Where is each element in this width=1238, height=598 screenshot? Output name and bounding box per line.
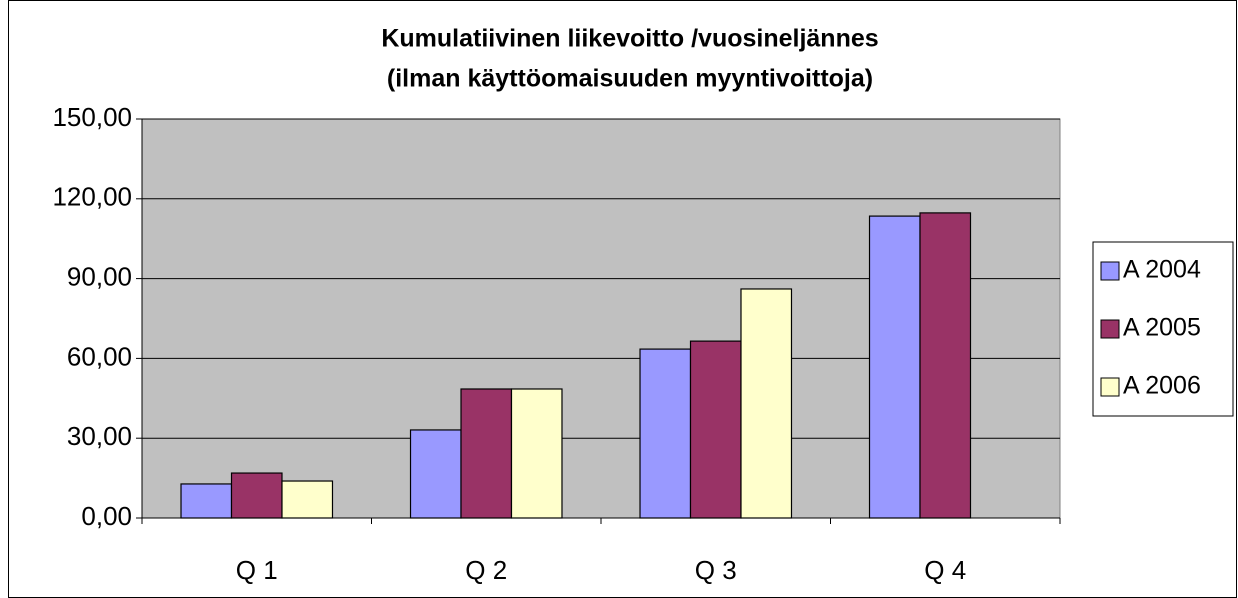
y-tick-label: 150,00 <box>52 102 132 132</box>
bar <box>639 348 692 519</box>
bar <box>281 480 334 519</box>
y-tick-label: 0,00 <box>81 501 132 531</box>
bar <box>409 429 462 519</box>
chart-subtitle: (ilman käyttöomaisuuden myyntivoittoja) <box>387 65 873 93</box>
bar <box>868 215 921 519</box>
bar <box>919 212 972 519</box>
bar <box>510 388 563 519</box>
legend-swatch <box>1100 319 1120 339</box>
bar <box>230 472 283 519</box>
y-tick-label: 60,00 <box>67 341 132 371</box>
bar <box>689 340 742 519</box>
legend-swatch <box>1100 377 1120 397</box>
legend-label: A 2004 <box>1123 256 1201 284</box>
y-tick-label: 30,00 <box>67 421 132 451</box>
bar <box>460 388 513 519</box>
bar <box>740 288 793 519</box>
y-tick-label: 90,00 <box>67 261 132 291</box>
legend-label: A 2005 <box>1123 314 1201 342</box>
x-tick-label: Q 1 <box>236 555 278 585</box>
x-tick-label: Q 4 <box>924 555 966 585</box>
bar <box>180 483 233 519</box>
legend-label: A 2006 <box>1123 372 1201 400</box>
legend-swatch <box>1100 261 1120 281</box>
x-tick-label: Q 3 <box>695 555 737 585</box>
y-tick-label: 120,00 <box>52 182 132 212</box>
x-tick-label: Q 2 <box>465 555 507 585</box>
chart-title: Kumulatiivinen liikevoitto /vuosineljänn… <box>381 25 878 53</box>
